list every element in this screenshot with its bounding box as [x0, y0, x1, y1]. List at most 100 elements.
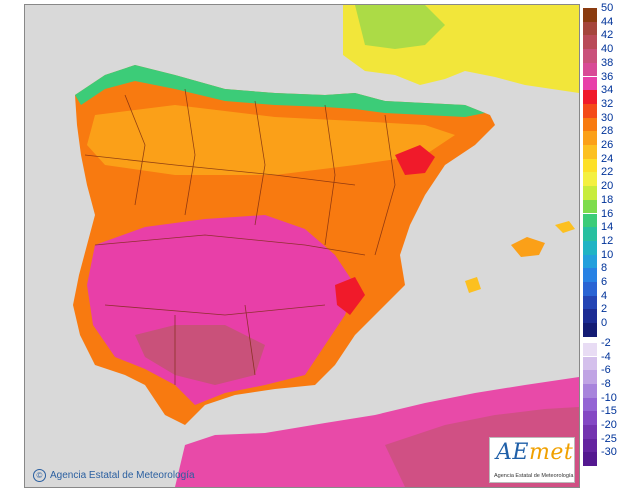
balearic-islands-south — [465, 277, 481, 293]
legend-swatch — [583, 268, 597, 282]
legend-label: 18 — [601, 193, 614, 206]
legend-label: 22 — [601, 166, 614, 179]
legend-swatch — [583, 370, 597, 384]
legend-label: 0 — [601, 317, 608, 330]
legend-row: 34 — [583, 84, 613, 104]
legend-label: 2 — [601, 303, 608, 316]
legend-label: -15 — [601, 405, 617, 418]
legend-swatch — [583, 76, 597, 91]
legend-label: -6 — [601, 364, 611, 377]
legend-row: 4 — [583, 290, 607, 310]
legend-swatch — [583, 383, 597, 398]
legend-row: 28 — [583, 125, 613, 145]
legend-swatch — [583, 62, 597, 77]
legend-label: 42 — [601, 29, 614, 42]
legend-swatch — [583, 213, 597, 228]
legend-swatch — [583, 145, 597, 159]
legend-label: -25 — [601, 432, 617, 445]
legend-row: -2 — [583, 337, 611, 357]
legend-label: -10 — [601, 391, 617, 404]
legend-swatch — [583, 172, 597, 187]
province-borders — [84, 88, 396, 385]
legend-label: 10 — [601, 248, 614, 261]
legend-row: 32 — [583, 98, 613, 118]
legend-label: 26 — [601, 139, 614, 151]
legend-swatch — [583, 8, 597, 22]
legend-row: 30 — [583, 112, 613, 132]
legend-label: 50 — [601, 2, 614, 14]
legend-row: -30 — [583, 446, 617, 467]
legend-swatch — [583, 282, 597, 296]
legend-swatch — [583, 356, 597, 371]
legend-row: -6 — [583, 364, 611, 384]
legend-label: -8 — [601, 377, 611, 390]
legend-row: 10 — [583, 249, 613, 269]
legend-row: 42 — [583, 29, 613, 50]
legend-label: 6 — [601, 276, 608, 288]
copyright-icon: © — [33, 469, 46, 482]
legend-row: 36 — [583, 71, 613, 91]
legend-row: 24 — [583, 153, 613, 173]
legend-swatch — [583, 452, 597, 467]
legend-row: -15 — [583, 405, 617, 425]
legend-swatch — [583, 103, 597, 118]
legend-row: 8 — [583, 262, 607, 282]
credit-line: © Agencia Estatal de Meteorología — [33, 469, 195, 482]
meseta-north-warm — [87, 105, 455, 175]
legend-swatch — [583, 199, 597, 214]
legend-row: -20 — [583, 419, 617, 439]
legend-label: 34 — [601, 84, 614, 97]
legend-label: -2 — [601, 336, 611, 349]
ebro-hot-spot — [395, 145, 435, 175]
legend-label: 38 — [601, 56, 614, 69]
legend-row: 0 — [583, 317, 607, 337]
legend-row: 20 — [583, 180, 613, 200]
legend-swatch — [583, 411, 597, 425]
legend-row: 40 — [583, 43, 613, 63]
legend-swatch — [583, 342, 597, 357]
legend-swatch — [583, 397, 597, 412]
legend-swatch — [583, 240, 597, 255]
legend-swatch — [583, 117, 597, 132]
legend-row: 6 — [583, 276, 607, 296]
legend-row: 12 — [583, 235, 613, 255]
credit-text: Agencia Estatal de Meteorología — [50, 470, 195, 481]
legend-swatch — [583, 90, 597, 104]
legend-swatch — [583, 186, 597, 200]
legend-row: 50 — [583, 2, 613, 22]
legend-label: 44 — [601, 15, 614, 28]
legend-label: -20 — [601, 419, 617, 431]
legend-label: 40 — [601, 43, 614, 56]
legend-label: 8 — [601, 262, 608, 275]
legend-row: 38 — [583, 57, 613, 77]
legend-label: 32 — [601, 97, 614, 110]
levante-hot-spot — [335, 277, 365, 315]
legend-row: 14 — [583, 221, 613, 241]
color-legend: 50 44 42 40 38 36 34 32 30 28 26 24 22 20 18 16 14 12 10 8 6… — [583, 2, 625, 488]
legend-row: 22 — [583, 166, 613, 187]
legend-label: 14 — [601, 221, 614, 234]
legend-swatch — [583, 49, 597, 63]
logo-subtitle: Agencia Estatal de Meteorología — [494, 473, 574, 479]
legend-row: 2 — [583, 303, 607, 324]
legend-row: -4 — [583, 351, 611, 371]
legend-row: -8 — [583, 378, 611, 398]
legend-row: 16 — [583, 208, 613, 228]
legend-label: 36 — [601, 70, 614, 83]
aemet-logo: AEmet Agencia Estatal de Meteorología — [489, 437, 575, 483]
legend-swatch — [583, 227, 597, 241]
legend-label: 28 — [601, 125, 614, 138]
balearic-islands — [511, 237, 545, 257]
france-green-band — [355, 5, 445, 49]
legend-label: -30 — [601, 446, 617, 459]
legend-row: -10 — [583, 392, 617, 412]
legend-label: 24 — [601, 152, 614, 165]
legend-swatch — [583, 425, 597, 439]
legend-swatch — [583, 295, 597, 310]
legend-swatch — [583, 158, 597, 173]
legend-swatch — [583, 21, 597, 36]
legend-label: 16 — [601, 207, 614, 220]
logo-mark: AEmet — [496, 440, 574, 465]
legend-row: -25 — [583, 433, 617, 453]
north-coast-cool — [75, 65, 485, 117]
